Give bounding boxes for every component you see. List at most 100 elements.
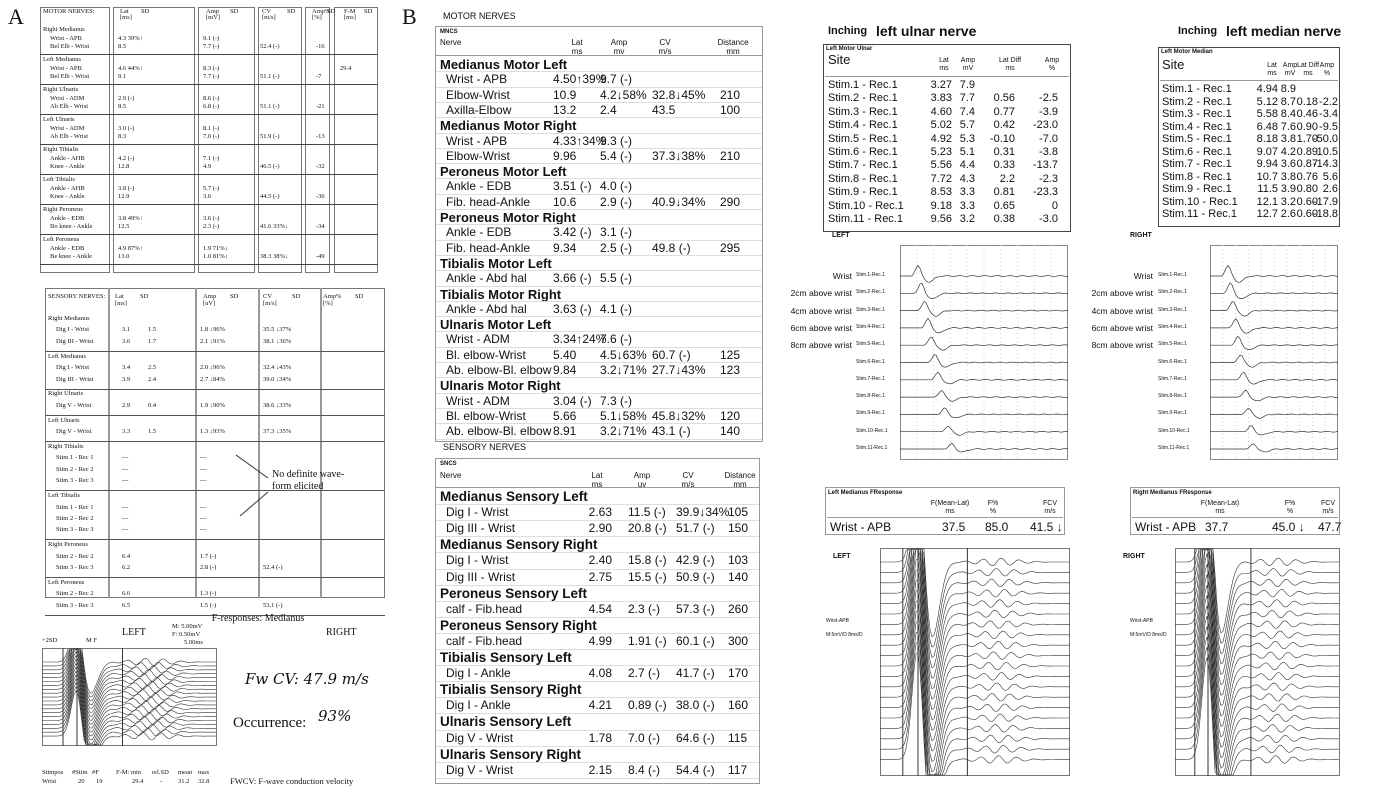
cell: 6.8 (-) bbox=[203, 104, 219, 111]
row-label: Be knee - Ankle bbox=[50, 254, 92, 261]
row-label: Wrist - APB bbox=[1135, 521, 1196, 533]
column-unit: [%] bbox=[312, 15, 322, 22]
cell: 3.8 (-) bbox=[118, 186, 134, 193]
column-header: SD bbox=[141, 9, 149, 16]
trace-label: Stim.5-Rec.1 bbox=[856, 342, 885, 347]
column-header: CV bbox=[659, 39, 670, 47]
column-unit: % bbox=[990, 508, 996, 515]
group-name: Left Ulnaris bbox=[48, 418, 80, 425]
cell: 52.4 (-) bbox=[263, 565, 283, 572]
note: form elicited bbox=[272, 482, 323, 492]
cell: 105 bbox=[728, 506, 748, 518]
column-unit: % bbox=[1287, 508, 1293, 515]
site-label: 4cm above wrist bbox=[791, 307, 852, 316]
row-label: Wrist - ADM bbox=[446, 333, 510, 345]
side-label: LEFT bbox=[832, 232, 850, 239]
site-label: Wrist bbox=[833, 272, 852, 281]
cell: 9.56 bbox=[931, 214, 952, 225]
column-unit: [%] bbox=[323, 301, 333, 308]
row-label: Ab Elb - Wrist bbox=[50, 134, 88, 141]
column-header: Distance bbox=[717, 39, 748, 47]
cell: 47.7 bbox=[1318, 521, 1341, 533]
cell: 35.5 ↓37% bbox=[263, 327, 291, 334]
trace-label: Stim.3-Rec.1 bbox=[1158, 308, 1187, 313]
trace-label: Stim.9-Rec.1 bbox=[856, 411, 885, 416]
cell: 4.94 bbox=[1257, 84, 1278, 95]
trace-label: Stim.3-Rec.1 bbox=[856, 308, 885, 313]
rule bbox=[40, 264, 378, 265]
cell: 8.1 (-) bbox=[203, 126, 219, 133]
row-label: Ankle - Abd hal bbox=[446, 272, 527, 284]
row-label: calf - Fib.head bbox=[446, 603, 522, 615]
section-title: F-responses: Medianus bbox=[212, 614, 305, 624]
cell: 210 bbox=[720, 150, 740, 162]
rule bbox=[436, 55, 762, 56]
column-unit: m/s bbox=[682, 481, 695, 489]
row-label: Ab Elb - Wrist bbox=[50, 104, 88, 111]
column-header: SD bbox=[292, 294, 300, 301]
cell: 10.7 bbox=[1257, 172, 1278, 183]
row-label: Stim.5 - Rec.1 bbox=[828, 134, 898, 145]
column-header: SD bbox=[327, 9, 335, 16]
cell: 117 bbox=[728, 764, 747, 776]
row-label: Stim 1 - Rec 1 bbox=[56, 505, 94, 512]
cell: -49 bbox=[316, 254, 325, 261]
row-label: Ankle - EDB bbox=[446, 226, 511, 238]
group-name: Tibialis Sensory Right bbox=[440, 683, 582, 697]
column-header: SENSORY NERVES: bbox=[48, 294, 105, 301]
column-header: F(Mean-Lat) bbox=[931, 500, 970, 507]
group-name: Left Medianus bbox=[48, 354, 86, 361]
cell: 1.9 ↓90% bbox=[200, 403, 225, 410]
table-title: MNCS bbox=[440, 29, 458, 35]
cell: 140 bbox=[728, 571, 748, 583]
row-label: Stim.2 - Rec.1 bbox=[828, 93, 898, 104]
row-label: Stim 2 - Rec 2 bbox=[56, 554, 94, 561]
table-title: Right Medianus FResponse bbox=[1133, 490, 1212, 496]
cell: 1.0 81%↓ bbox=[203, 254, 228, 261]
column-header: Nerve bbox=[440, 39, 461, 47]
column-header: mean bbox=[178, 770, 192, 777]
cell: 3.2 bbox=[960, 214, 975, 225]
f-wave-panel bbox=[1175, 548, 1340, 776]
cell: 49.8 (-) bbox=[652, 242, 691, 254]
cell: 11.5 (-) bbox=[628, 506, 666, 518]
trace bbox=[900, 426, 1068, 435]
row-label: Stim.7 - Rec.1 bbox=[828, 160, 898, 171]
column-header: Amp bbox=[1320, 62, 1334, 69]
cell: 2.9 bbox=[122, 403, 130, 410]
cell: 3.34↑24% bbox=[553, 333, 606, 345]
cell: 5.40 bbox=[553, 349, 576, 361]
column-header: CV bbox=[682, 472, 693, 480]
cell: 6.6 bbox=[122, 591, 130, 598]
column-unit: ms bbox=[572, 48, 583, 56]
cell: -9.5 bbox=[1319, 122, 1338, 133]
cell: 0.42 bbox=[994, 120, 1015, 131]
row-label: Stim.9 - Rec.1 bbox=[1162, 184, 1232, 195]
row-label: Dig III - Wrist bbox=[446, 522, 515, 534]
side-label: LEFT bbox=[833, 553, 851, 560]
cell: 38.1 ↓36% bbox=[263, 339, 291, 346]
cell: 7.7 (-) bbox=[203, 74, 219, 81]
cell: 2.90 bbox=[589, 522, 612, 534]
footnote: FWCV: F-wave conduction velocity bbox=[230, 777, 353, 786]
cell: 0.76 bbox=[1297, 172, 1318, 183]
cell: 8.5 bbox=[118, 104, 126, 111]
row-label: Wrist - ADM bbox=[50, 96, 84, 103]
cell: --- bbox=[122, 455, 129, 462]
row-label: Wrist - APB bbox=[446, 73, 507, 85]
cell: 4.33↑34% bbox=[553, 135, 606, 147]
cell: 4.9 bbox=[203, 164, 211, 171]
row-label: Ankle - EDB bbox=[446, 180, 511, 192]
cell: 3.8 bbox=[1281, 134, 1296, 145]
cell: --- bbox=[200, 516, 207, 523]
column-unit: m/s bbox=[1044, 508, 1055, 515]
group-name: Medianus Motor Left bbox=[440, 58, 567, 71]
row-label: Stim.6 - Rec.1 bbox=[1162, 147, 1232, 158]
rule bbox=[40, 54, 378, 55]
cell: -23.3 bbox=[1033, 187, 1058, 198]
column-header: SD bbox=[230, 9, 238, 16]
cell: 2.40 bbox=[589, 554, 612, 566]
row-label: Wrist - ADM bbox=[50, 126, 84, 133]
site-label: 8cm above wrist bbox=[1092, 341, 1153, 350]
cell: 3.2↓71% bbox=[600, 364, 647, 376]
